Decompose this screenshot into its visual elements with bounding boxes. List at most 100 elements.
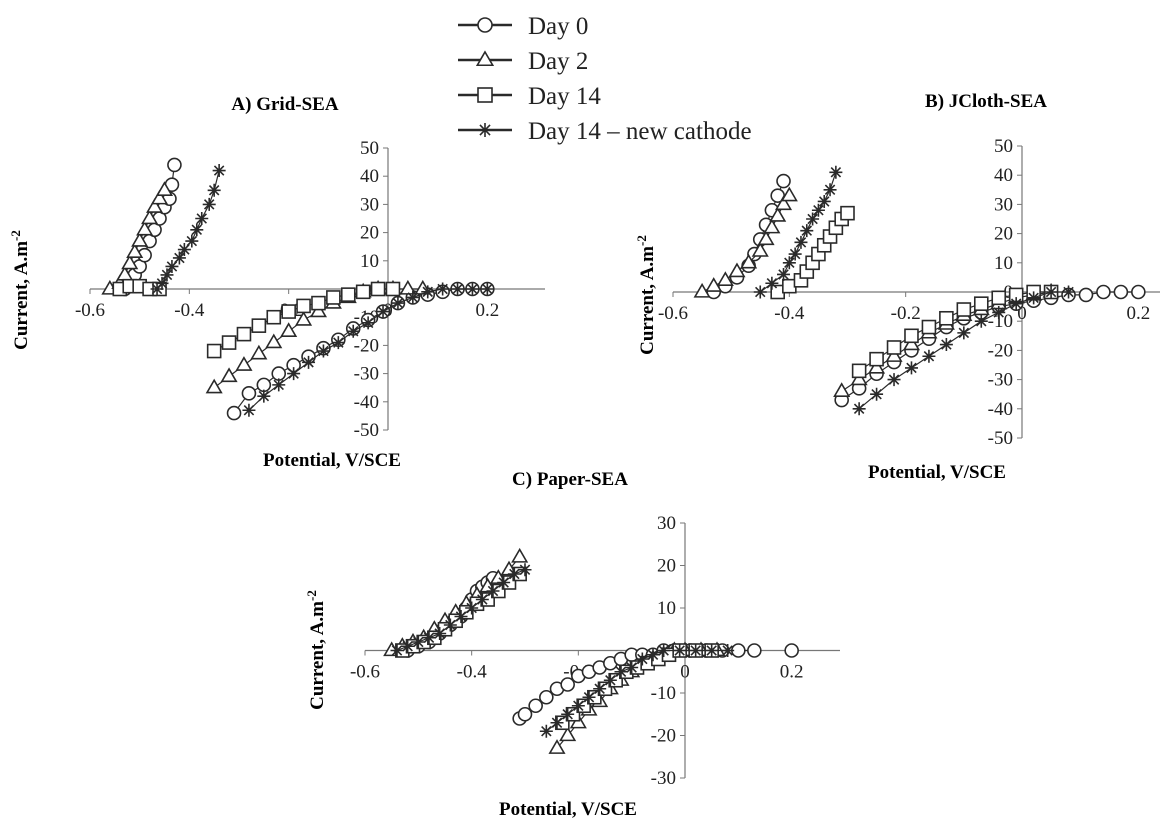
data-point (603, 673, 617, 687)
data-point (190, 223, 204, 237)
data-point (870, 387, 884, 401)
data-point (370, 281, 386, 297)
data-point (716, 271, 734, 286)
data-point (207, 183, 221, 197)
data-point (155, 276, 169, 290)
y-tick-label: -30 (988, 370, 1013, 391)
x-axis-label: Potential, V/SCE (263, 450, 401, 471)
data-point (614, 665, 628, 679)
data-point (480, 282, 494, 296)
legend-entry: Day 0 (458, 13, 588, 40)
data-point (957, 326, 971, 340)
x-tick-label: -0.4 (174, 300, 205, 321)
data-point (302, 355, 316, 369)
data-point (528, 698, 543, 714)
data-point (205, 378, 223, 394)
data-point (539, 689, 554, 705)
data-point (136, 220, 154, 236)
series-square (112, 278, 401, 359)
data-point (241, 386, 257, 401)
data-point (753, 285, 767, 299)
y-tick-label: 20 (994, 224, 1013, 245)
y-tick-label: 20 (360, 223, 379, 244)
data-point (235, 356, 253, 371)
data-point (560, 677, 575, 692)
data-point (939, 310, 954, 326)
x-tick-label: -0.4 (774, 303, 805, 324)
data-point (195, 212, 209, 225)
data-point (763, 218, 781, 234)
data-point (705, 277, 723, 292)
data-point (728, 262, 746, 278)
data-point (311, 295, 326, 311)
chart-title: B) JCloth-SEA (925, 91, 1047, 112)
data-point (625, 661, 639, 674)
data-point (774, 195, 793, 211)
data-point (806, 212, 820, 226)
data-point (433, 627, 447, 640)
x-tick-label: -0.6 (350, 662, 380, 683)
square-legend-marker (477, 87, 493, 103)
series-square (770, 205, 1059, 379)
y-tick-label: -50 (988, 428, 1013, 449)
y-tick-label: -40 (988, 399, 1013, 420)
y-tick-label: -50 (354, 420, 379, 441)
data-point (390, 644, 404, 657)
y-tick-label: 30 (360, 194, 379, 215)
data-point (411, 635, 425, 649)
data-point (887, 373, 901, 387)
data-point (486, 584, 500, 598)
data-point (1044, 285, 1058, 299)
data-point (788, 247, 802, 261)
x-tick-label: 0 (680, 662, 690, 683)
data-point (126, 243, 144, 259)
legend-label: Day 14 (528, 83, 601, 110)
data-point (1096, 284, 1111, 300)
data-point (974, 314, 988, 328)
data-point (593, 682, 607, 696)
data-point (776, 173, 791, 189)
data-point (780, 186, 798, 202)
data-point (800, 224, 814, 238)
data-point (811, 203, 825, 217)
data-point (150, 282, 164, 296)
data-point (765, 276, 779, 290)
data-point (657, 644, 671, 657)
data-point (451, 282, 465, 296)
y-tick-label: 20 (657, 556, 676, 577)
data-point (436, 282, 450, 296)
series-star (753, 165, 1076, 416)
data-point (769, 207, 787, 222)
data-point (287, 367, 301, 381)
legend-entry: Day 2 (458, 48, 588, 75)
data-point (1027, 291, 1041, 305)
data-point (539, 724, 553, 738)
data-point (902, 335, 921, 351)
y-tick-label: 50 (360, 138, 379, 159)
star-legend-marker (478, 123, 492, 137)
data-point (155, 181, 174, 196)
data-point (385, 281, 401, 297)
data-point (406, 290, 420, 304)
data-point (852, 402, 866, 416)
y-tick-label: -30 (354, 364, 379, 385)
data-point (131, 231, 149, 247)
data-point (784, 643, 799, 658)
data-point (421, 285, 435, 299)
data-point (559, 726, 577, 742)
data-point (689, 644, 703, 657)
data-point (165, 259, 179, 273)
x-tick-label: -0.6 (658, 303, 688, 324)
y-tick-label: 40 (360, 166, 379, 187)
x-axis-label: Potential, V/SCE (868, 462, 1006, 483)
data-point (1131, 284, 1146, 300)
data-point (296, 298, 311, 314)
x-tick-label: 0.2 (780, 662, 804, 683)
y-tick-label: -20 (988, 340, 1013, 361)
data-point (1078, 287, 1094, 303)
data-point (346, 324, 360, 338)
data-point (751, 242, 769, 257)
legend-entry: Day 14 – new cathode (458, 118, 752, 145)
data-point (721, 644, 735, 657)
